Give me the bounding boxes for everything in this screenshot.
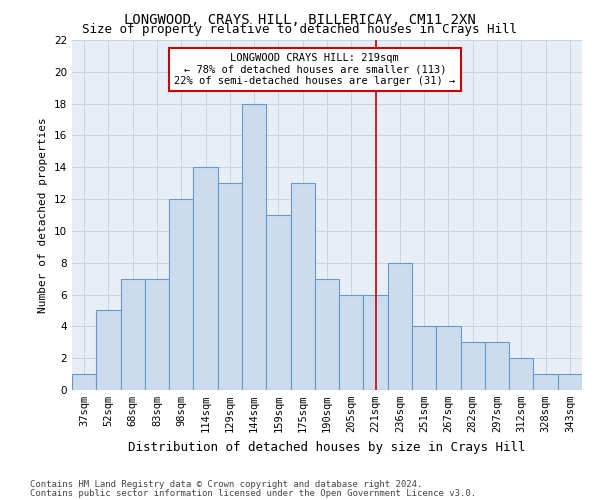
Text: Contains HM Land Registry data © Crown copyright and database right 2024.: Contains HM Land Registry data © Crown c… bbox=[30, 480, 422, 489]
Bar bbox=[533, 374, 558, 390]
Bar bbox=[290, 183, 315, 390]
Bar bbox=[121, 278, 145, 390]
Text: LONGWOOD, CRAYS HILL, BILLERICAY, CM11 2XN: LONGWOOD, CRAYS HILL, BILLERICAY, CM11 2… bbox=[124, 12, 476, 26]
Text: Contains public sector information licensed under the Open Government Licence v3: Contains public sector information licen… bbox=[30, 489, 476, 498]
Bar bbox=[315, 278, 339, 390]
Bar bbox=[193, 168, 218, 390]
Bar bbox=[412, 326, 436, 390]
X-axis label: Distribution of detached houses by size in Crays Hill: Distribution of detached houses by size … bbox=[128, 440, 526, 454]
Bar bbox=[96, 310, 121, 390]
Bar bbox=[509, 358, 533, 390]
Bar bbox=[169, 199, 193, 390]
Bar bbox=[558, 374, 582, 390]
Bar bbox=[145, 278, 169, 390]
Bar bbox=[388, 262, 412, 390]
Text: Size of property relative to detached houses in Crays Hill: Size of property relative to detached ho… bbox=[83, 22, 517, 36]
Text: LONGWOOD CRAYS HILL: 219sqm
← 78% of detached houses are smaller (113)
22% of se: LONGWOOD CRAYS HILL: 219sqm ← 78% of det… bbox=[174, 52, 455, 86]
Bar bbox=[242, 104, 266, 390]
Bar bbox=[266, 215, 290, 390]
Bar bbox=[461, 342, 485, 390]
Bar bbox=[436, 326, 461, 390]
Bar bbox=[364, 294, 388, 390]
Bar bbox=[72, 374, 96, 390]
Bar bbox=[485, 342, 509, 390]
Bar bbox=[218, 183, 242, 390]
Bar bbox=[339, 294, 364, 390]
Y-axis label: Number of detached properties: Number of detached properties bbox=[38, 117, 49, 313]
